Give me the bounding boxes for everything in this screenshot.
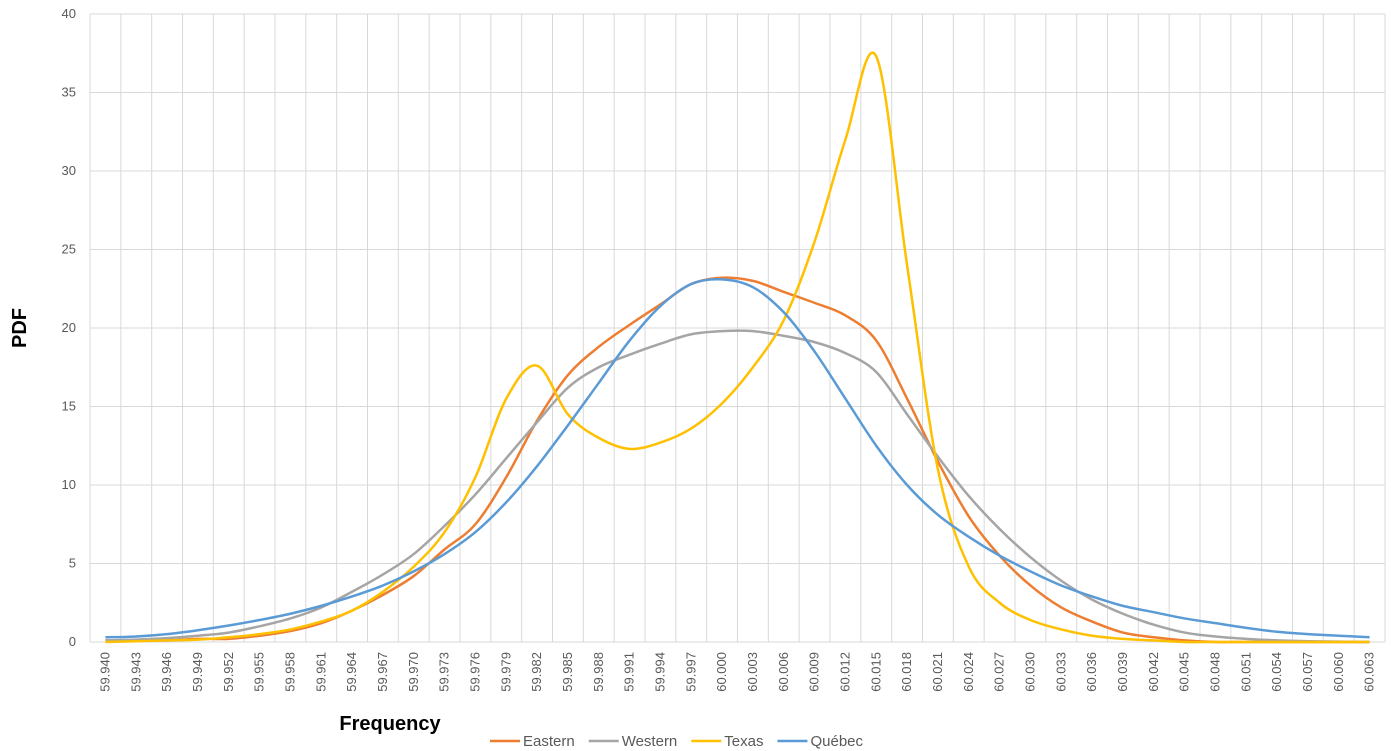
- x-tick-label: 59.997: [683, 652, 698, 692]
- x-tick-label: 59.982: [529, 652, 544, 692]
- series-line: [105, 329, 1370, 644]
- x-tick-label: 60.033: [1053, 652, 1068, 692]
- x-tick-label: 59.952: [221, 652, 236, 692]
- x-tick-label: 60.027: [992, 652, 1007, 692]
- y-tick-label: 15: [62, 399, 76, 414]
- x-axis-title: Frequency: [339, 713, 441, 735]
- y-axis-title: PDF: [9, 308, 31, 348]
- x-tick-label: 59.973: [437, 652, 452, 692]
- x-tick-label: 59.964: [344, 652, 359, 692]
- x-tick-label: 60.063: [1362, 652, 1377, 692]
- legend-label: Western: [622, 733, 678, 750]
- x-tick-label: 59.955: [252, 652, 267, 692]
- y-tick-label: 35: [62, 85, 76, 100]
- x-tick-label: 60.060: [1331, 652, 1346, 692]
- y-tick-label: 40: [62, 6, 76, 21]
- series-line: [105, 51, 1370, 644]
- x-tick-label: 59.979: [498, 652, 513, 692]
- y-tick-label: 10: [62, 477, 76, 492]
- y-tick-label: 5: [69, 556, 76, 571]
- x-tick-label: 60.054: [1269, 652, 1284, 692]
- x-tick-label: 60.036: [1084, 652, 1099, 692]
- x-tick-label: 60.012: [837, 652, 852, 692]
- series-line: [105, 277, 1370, 639]
- x-tick-label: 60.003: [745, 652, 760, 692]
- x-tick-label: 60.042: [1146, 652, 1161, 692]
- x-tick-label: 59.949: [190, 652, 205, 692]
- y-tick-label: 20: [62, 320, 76, 335]
- x-tick-label: 59.958: [282, 652, 297, 692]
- series-line: [105, 276, 1370, 644]
- legend-label: Texas: [724, 733, 763, 750]
- x-tick-label: 59.985: [560, 652, 575, 692]
- x-tick-label: 59.940: [97, 652, 112, 692]
- legend-label: Québec: [810, 733, 863, 750]
- x-tick-label: 60.024: [961, 652, 976, 692]
- x-tick-label: 59.970: [406, 652, 421, 692]
- x-tick-label: 60.006: [776, 652, 791, 692]
- x-tick-label: 59.988: [591, 652, 606, 692]
- x-tick-label: 60.018: [899, 652, 914, 692]
- x-tick-label: 59.994: [652, 652, 667, 692]
- x-tick-label: 59.943: [128, 652, 143, 692]
- x-tick-label: 60.021: [930, 652, 945, 692]
- y-tick-label: 30: [62, 163, 76, 178]
- x-tick-label: 60.015: [868, 652, 883, 692]
- y-tick-label: 0: [69, 634, 76, 649]
- x-tick-label: 60.030: [1022, 652, 1037, 692]
- legend-label: Eastern: [523, 733, 575, 750]
- x-tick-label: 60.045: [1177, 652, 1192, 692]
- x-tick-label: 60.000: [714, 652, 729, 692]
- x-tick-label: 59.967: [375, 652, 390, 692]
- x-tick-label: 59.976: [467, 652, 482, 692]
- x-tick-label: 60.048: [1207, 652, 1222, 692]
- x-tick-label: 60.039: [1115, 652, 1130, 692]
- x-tick-label: 60.009: [807, 652, 822, 692]
- x-tick-label: 60.051: [1238, 652, 1253, 692]
- y-tick-label: 25: [62, 242, 76, 257]
- x-tick-label: 59.961: [313, 652, 328, 692]
- x-tick-label: 60.057: [1300, 652, 1315, 692]
- x-tick-label: 59.946: [159, 652, 174, 692]
- x-tick-label: 59.991: [622, 652, 637, 692]
